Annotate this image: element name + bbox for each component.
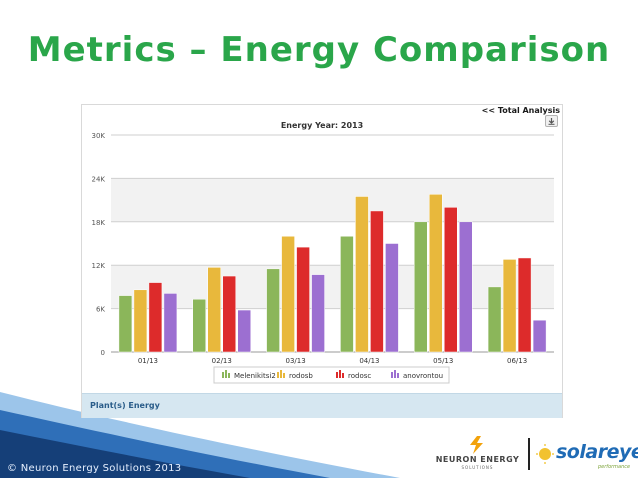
bar: [459, 221, 473, 353]
bar: [370, 210, 384, 353]
bar: [502, 259, 517, 353]
solareye-logo: [536, 444, 554, 464]
bar: [237, 309, 251, 353]
legend-swatch: [277, 372, 279, 378]
chart-title: Energy Year: 2013: [280, 121, 364, 130]
legend-swatch: [228, 373, 230, 378]
legend-swatch: [336, 372, 338, 378]
legend-box: [213, 366, 450, 384]
legend-label: anovrontou: [403, 372, 443, 380]
copyright-text: © Neuron Energy Solutions 2013: [7, 463, 182, 474]
y-tick-label: 6K: [96, 306, 105, 314]
export-icon[interactable]: [545, 115, 558, 127]
bar: [163, 293, 178, 353]
bar: [148, 282, 163, 353]
bar: [281, 236, 295, 353]
legend-swatch: [280, 370, 282, 378]
x-tick-label: 01/13: [138, 357, 158, 365]
chart-panel: 0 6K 12K 18K 24K 30K 01/13 02/13 03/13 04/13 05/13…: [81, 104, 563, 418]
grid-band: [111, 178, 554, 222]
lightning-bolt-icon: [470, 436, 483, 454]
bar: [192, 298, 206, 353]
bar: [266, 268, 280, 353]
bar: [355, 196, 369, 353]
y-tick-label: 0: [101, 349, 105, 357]
bar: [222, 275, 236, 353]
bar: [414, 221, 428, 353]
solareye-logo-name: solareye: [556, 441, 638, 463]
slide-title: Metrics – Energy Comparison: [27, 30, 611, 70]
x-tick-label: 05/13: [433, 357, 453, 365]
y-tick-label: 24K: [92, 175, 106, 183]
total-analysis-link[interactable]: << Total Analysis: [481, 106, 560, 115]
x-tick-label: 03/13: [285, 357, 305, 365]
legend-swatch: [222, 372, 224, 378]
y-tick-label: 30K: [92, 132, 106, 140]
legend-swatch: [342, 373, 344, 378]
bar: [340, 236, 354, 353]
bar: [118, 295, 133, 353]
legend-swatch: [397, 373, 399, 378]
bar: [296, 246, 310, 353]
legend-swatch: [391, 372, 393, 378]
bar: [444, 207, 458, 353]
legend-swatch: [339, 370, 341, 378]
grid-band: [111, 265, 554, 309]
plant-energy-label[interactable]: Plant(s) Energy: [90, 401, 160, 410]
x-tick-label: 02/13: [212, 357, 232, 365]
legend-label: rodosb: [289, 372, 313, 380]
logo-divider: [528, 438, 530, 470]
solareye-logo-sub: performance: [598, 464, 631, 470]
x-tick-label: 04/13: [359, 357, 379, 365]
bar: [517, 257, 532, 353]
y-tick-label: 18K: [92, 219, 106, 227]
bar: [532, 319, 547, 353]
bar: [311, 274, 325, 353]
bar: [385, 243, 399, 353]
bar: [429, 194, 443, 353]
bar: [133, 289, 148, 353]
y-tick-label: 12K: [92, 262, 106, 270]
bar-chart: 0 6K 12K 18K 24K 30K 01/13 02/13 03/13 04/13 05/13…: [92, 132, 554, 384]
bar: [207, 267, 221, 353]
legend-swatch: [225, 370, 227, 378]
neuron-logo-name: NEURON ENERGY: [435, 455, 520, 464]
panel-footer: Plant(s) Energy: [82, 393, 562, 418]
legend-swatch: [283, 373, 285, 378]
bar: [487, 286, 502, 353]
x-tick-label: 06/13: [507, 357, 527, 365]
neuron-logo-sub: SOLUTIONS: [461, 465, 494, 470]
legend-swatch: [394, 370, 396, 378]
legend-label: Melenikitsi2: [234, 372, 276, 380]
legend-label: rodosc: [348, 372, 371, 380]
neuron-energy-logo: NEURON ENERGY SOLUTIONS: [430, 435, 525, 473]
